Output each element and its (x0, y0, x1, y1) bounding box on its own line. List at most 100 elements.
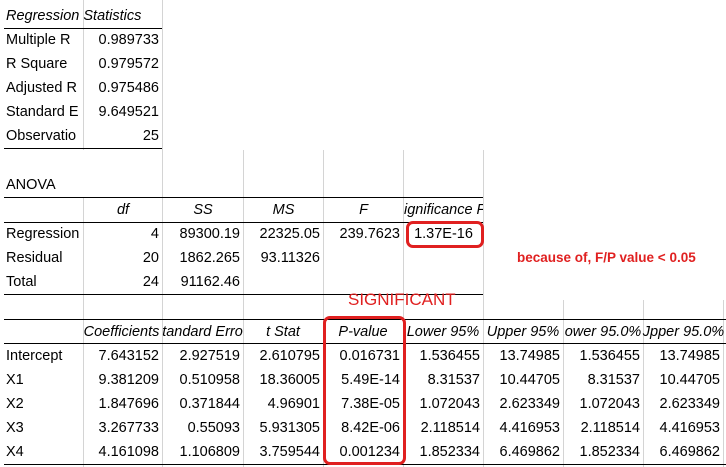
gridline (483, 150, 484, 467)
table-border (4, 343, 726, 344)
anova-cell: 1862.265 (179, 250, 240, 266)
gridline (323, 150, 324, 467)
stat-value: 25 (142, 128, 159, 144)
anova-title: ANOVA (6, 177, 56, 193)
coef-cell: 4.416953 (499, 420, 560, 436)
stat-value: 9.649521 (98, 104, 159, 120)
coef-cell: 1.536455 (419, 348, 480, 364)
anova-cell: 4 (150, 226, 159, 242)
coef-cell: 1.536455 (579, 348, 640, 364)
stat-label: R Square (6, 56, 68, 72)
anova-cell: 89300.19 (179, 226, 240, 242)
coef-cell: 1.852334 (579, 444, 640, 460)
stat-label: Multiple R (6, 32, 71, 48)
coef-cell: 7.643152 (98, 348, 159, 364)
p-value-highlight (323, 316, 406, 465)
coef-row-label: Intercept (6, 348, 63, 364)
stat-value: 0.979572 (98, 56, 159, 72)
gridline (162, 0, 163, 467)
coef-cell: 6.469862 (659, 444, 720, 460)
anova-cell: 93.11326 (260, 250, 320, 266)
coef-cell: 1.072043 (419, 396, 480, 412)
significance-f-highlight (406, 221, 484, 248)
coef-header: ower 95.0% (564, 324, 642, 340)
coef-cell: 2.610795 (259, 348, 320, 364)
coef-cell: 8.31537 (587, 372, 640, 388)
coef-cell: 13.74985 (659, 348, 720, 364)
coef-row-label: X3 (6, 420, 24, 436)
coef-row-label: X1 (6, 372, 24, 388)
coef-row-label: X2 (6, 396, 24, 412)
anova-row-label: Total (6, 274, 37, 290)
p-value-cell: 8.42E-06 (341, 420, 400, 436)
table-border (4, 148, 162, 149)
gridline (403, 150, 404, 467)
gridline (563, 300, 564, 467)
coef-cell: 5.931305 (259, 420, 320, 436)
coef-cell: 0.55093 (187, 420, 240, 436)
coef-cell: 2.623349 (659, 396, 720, 412)
coef-row-label: X4 (6, 444, 24, 460)
coef-header: P-value (338, 324, 388, 340)
gridline (83, 0, 84, 150)
gridline (83, 198, 84, 467)
anova-cell: 24 (142, 274, 159, 290)
stat-label: Observatio (6, 128, 77, 144)
coef-cell: 3.759544 (259, 444, 320, 460)
coef-cell: 1.072043 (579, 396, 640, 412)
coef-cell: 18.36005 (259, 372, 320, 388)
p-value-cell: 0.001234 (339, 444, 400, 460)
anova-header: df (116, 202, 130, 218)
coef-header: Lower 95% (406, 324, 480, 340)
significance-f-value: 1.37E-16 (414, 226, 473, 242)
anova-header: ignificance F (404, 202, 483, 218)
coef-header: Jpper 95.0% (642, 324, 725, 340)
coef-header: t Stat (266, 324, 300, 340)
coef-cell: 4.416953 (659, 420, 720, 436)
coef-cell: 2.927519 (179, 348, 240, 364)
coef-cell: 10.44705 (499, 372, 560, 388)
coef-cell: 1.852334 (419, 444, 480, 460)
table-border (4, 197, 483, 198)
anova-cell: 91162.46 (180, 274, 240, 290)
significance-note: because of, F/P value < 0.05 (517, 250, 696, 265)
coef-cell: 1.847696 (98, 396, 159, 412)
anova-cell: 22325.05 (259, 226, 320, 242)
table-border (4, 222, 483, 223)
gridline (243, 150, 244, 467)
coef-cell: 6.469862 (499, 444, 560, 460)
p-value-cell: 5.49E-14 (341, 372, 400, 388)
coef-cell: 2.118514 (580, 420, 640, 436)
coef-header: Coefficients (83, 324, 160, 340)
anova-row-label: Regression (6, 226, 80, 242)
coef-cell: 1.106809 (179, 444, 240, 460)
coef-cell: 4.161098 (98, 444, 159, 460)
stat-value: 0.975486 (98, 80, 159, 96)
coef-cell: 0.510958 (179, 372, 240, 388)
coef-cell: 2.118514 (420, 420, 480, 436)
table-border (4, 28, 162, 29)
p-value-cell: 0.016731 (339, 348, 400, 364)
significant-label: SIGNIFICANT (348, 290, 456, 309)
regression-statistics-title: Regression Statistics (6, 8, 142, 24)
anova-cell: 239.7623 (339, 226, 400, 242)
gridline (643, 300, 644, 467)
coef-header: Upper 95% (486, 324, 560, 340)
stat-label: Standard E (6, 104, 79, 120)
anova-header: F (359, 202, 368, 218)
coef-cell: 8.31537 (427, 372, 480, 388)
coef-cell: 0.371844 (179, 396, 240, 412)
coef-cell: 3.267733 (98, 420, 159, 436)
p-value-cell: 7.38E-05 (341, 396, 400, 412)
anova-header: MS (272, 202, 295, 218)
anova-row-label: Residual (6, 250, 63, 266)
coef-cell: 9.381209 (98, 372, 159, 388)
coef-cell: 4.96901 (267, 396, 320, 412)
anova-header: SS (193, 202, 213, 218)
table-border (4, 319, 726, 320)
coef-header: tandard Erro (162, 324, 243, 340)
anova-cell: 20 (142, 250, 159, 266)
stat-label: Adjusted R (6, 80, 77, 96)
stat-value: 0.989733 (98, 32, 159, 48)
gridline (723, 300, 724, 467)
